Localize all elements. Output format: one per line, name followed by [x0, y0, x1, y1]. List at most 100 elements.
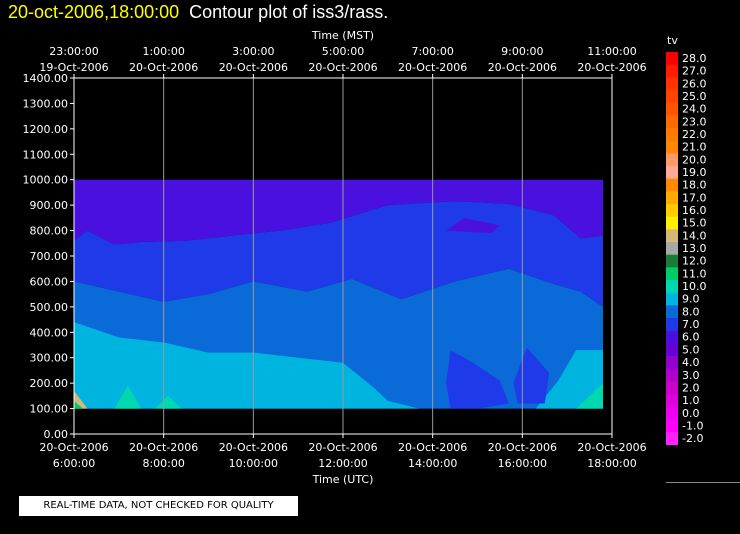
- colorbar-swatch-13: [666, 216, 678, 230]
- colorbar-level-label-20: 8.0: [682, 305, 700, 318]
- colorbar-level-label-13: 15.0: [682, 217, 707, 230]
- colorbar-swatch-18: [666, 280, 678, 294]
- colorbar-level-label-5: 23.0: [682, 115, 707, 128]
- y-tick-label-2: 200.00: [30, 377, 69, 390]
- contour-region-3: [74, 322, 420, 409]
- colorbar-level-label-26: 2.0: [682, 381, 700, 394]
- x-tick-date-6: 20-Oct-2006: [577, 441, 646, 454]
- divider: [666, 482, 740, 483]
- y-tick-label-13: 1300.00: [23, 97, 69, 110]
- colorbar-swatch-11: [666, 191, 678, 205]
- grid-lines: [163, 78, 523, 434]
- x-tick-date-3: 20-Oct-2006: [308, 441, 377, 454]
- y-tick-label-6: 600.00: [30, 275, 69, 288]
- colorbar: tv 28.027.026.025.024.023.022.021.020.019…: [666, 34, 707, 445]
- x-top-date-3: 20-Oct-2006: [308, 61, 377, 74]
- x-top-date-1: 20-Oct-2006: [129, 61, 198, 74]
- colorbar-label: tv: [667, 34, 678, 47]
- x-axis-label: Time (UTC): [312, 473, 374, 486]
- colorbar-level-label-19: 9.0: [682, 293, 700, 306]
- colorbar-swatch-23: [666, 343, 678, 357]
- x-tick-time-4: 14:00:00: [408, 457, 457, 470]
- x-tick-time-3: 12:00:00: [318, 457, 367, 470]
- colorbar-swatch-0: [666, 52, 678, 65]
- x-tick-time-1: 8:00:00: [142, 457, 184, 470]
- y-tick-label-1: 100.00: [30, 403, 69, 416]
- x-top-time-1: 1:00:00: [142, 45, 184, 58]
- contour-region-5: [446, 350, 509, 409]
- colorbar-swatch-19: [666, 292, 678, 306]
- colorbar-level-label-8: 20.0: [682, 153, 707, 166]
- colorbar-level-label-4: 24.0: [682, 103, 707, 116]
- x-tick-time-5: 16:00:00: [498, 457, 547, 470]
- colorbar-swatch-27: [666, 394, 678, 408]
- colorbar-level-label-17: 11.0: [682, 267, 707, 280]
- colorbar-swatch-2: [666, 77, 678, 91]
- y-tick-label-5: 500.00: [30, 301, 69, 314]
- colorbar-level-label-10: 18.0: [682, 179, 707, 192]
- x-tick-date-1: 20-Oct-2006: [129, 441, 198, 454]
- y-tick-label-4: 400.00: [30, 326, 69, 339]
- x-tick-time-2: 10:00:00: [229, 457, 278, 470]
- x-top-time-0: 23:00:00: [49, 45, 98, 58]
- colorbar-swatch-8: [666, 153, 678, 167]
- colorbar-swatch-6: [666, 128, 678, 141]
- y-tick-label-7: 700.00: [30, 250, 69, 263]
- x-top-time-3: 5:00:00: [322, 45, 364, 58]
- title-date: 20-oct-2006,18:00:00: [8, 2, 180, 22]
- colorbar-level-label-9: 19.0: [682, 166, 707, 179]
- colorbar-swatch-28: [666, 406, 678, 420]
- y-tick-label-10: 1000.00: [23, 174, 69, 187]
- colorbar-level-label-12: 16.0: [682, 204, 707, 217]
- y-tick-label-11: 1100.00: [23, 148, 69, 161]
- colorbar-level-label-14: 14.0: [682, 229, 707, 242]
- colorbar-level-label-25: 3.0: [682, 369, 700, 382]
- contour-region-0: [74, 179, 603, 245]
- x-top-axis-label: Time (MST): [311, 29, 374, 42]
- colorbar-swatch-29: [666, 419, 678, 433]
- colorbar-swatch-22: [666, 330, 678, 344]
- contour-regions: [74, 179, 603, 409]
- contour-region-8: [154, 395, 182, 409]
- colorbar-level-label-16: 12.0: [682, 255, 707, 268]
- x-top-date-5: 20-Oct-2006: [488, 61, 557, 74]
- colorbar-swatch-12: [666, 204, 678, 218]
- x-top-date-6: 20-Oct-2006: [577, 61, 646, 74]
- x-tick-date-4: 20-Oct-2006: [398, 441, 467, 454]
- colorbar-swatch-5: [666, 115, 678, 129]
- colorbar-swatch-21: [666, 318, 678, 332]
- colorbar-level-label-27: 1.0: [682, 394, 700, 407]
- colorbar-level-label-15: 13.0: [682, 242, 707, 255]
- y-tick-label-9: 900.00: [30, 199, 69, 212]
- title-row: 20-oct-2006,18:00:00 Contour plot of iss3…: [8, 2, 388, 24]
- y-tick-label-8: 800.00: [30, 225, 69, 238]
- quality-note: REAL-TIME DATA, NOT CHECKED FOR QUALITY: [19, 496, 298, 516]
- y-tick-label-12: 1200.00: [23, 123, 69, 136]
- colorbar-level-label-2: 26.0: [682, 77, 707, 90]
- colorbar-level-label-6: 22.0: [682, 128, 707, 141]
- colorbar-swatch-26: [666, 381, 678, 395]
- x-top-time-4: 7:00:00: [411, 45, 453, 58]
- colorbar-level-label-18: 10.0: [682, 280, 707, 293]
- colorbar-swatch-16: [666, 254, 678, 268]
- x-top-time-6: 11:00:00: [587, 45, 636, 58]
- colorbar-swatch-9: [666, 166, 678, 179]
- colorbar-level-label-28: 0.0: [682, 407, 700, 420]
- x-top-date-4: 20-Oct-2006: [398, 61, 467, 74]
- colorbar-level-label-3: 25.0: [682, 90, 707, 103]
- colorbar-swatch-14: [666, 229, 678, 243]
- y-tick-label-0: 0.00: [44, 428, 69, 441]
- colorbar-level-label-21: 7.0: [682, 318, 700, 331]
- contour-region-7: [114, 385, 142, 409]
- x-top-time-2: 3:00:00: [232, 45, 274, 58]
- contour-region-10: [446, 217, 500, 234]
- colorbar-swatch-25: [666, 368, 678, 382]
- colorbar-swatch-20: [666, 305, 678, 319]
- colorbar-level-label-0: 28.0: [682, 52, 707, 65]
- contour-region-12: [74, 400, 83, 409]
- colorbar-swatch-17: [666, 267, 678, 281]
- contour-region-4: [535, 350, 603, 409]
- colorbar-swatch-10: [666, 178, 678, 192]
- colorbar-swatch-3: [666, 90, 678, 103]
